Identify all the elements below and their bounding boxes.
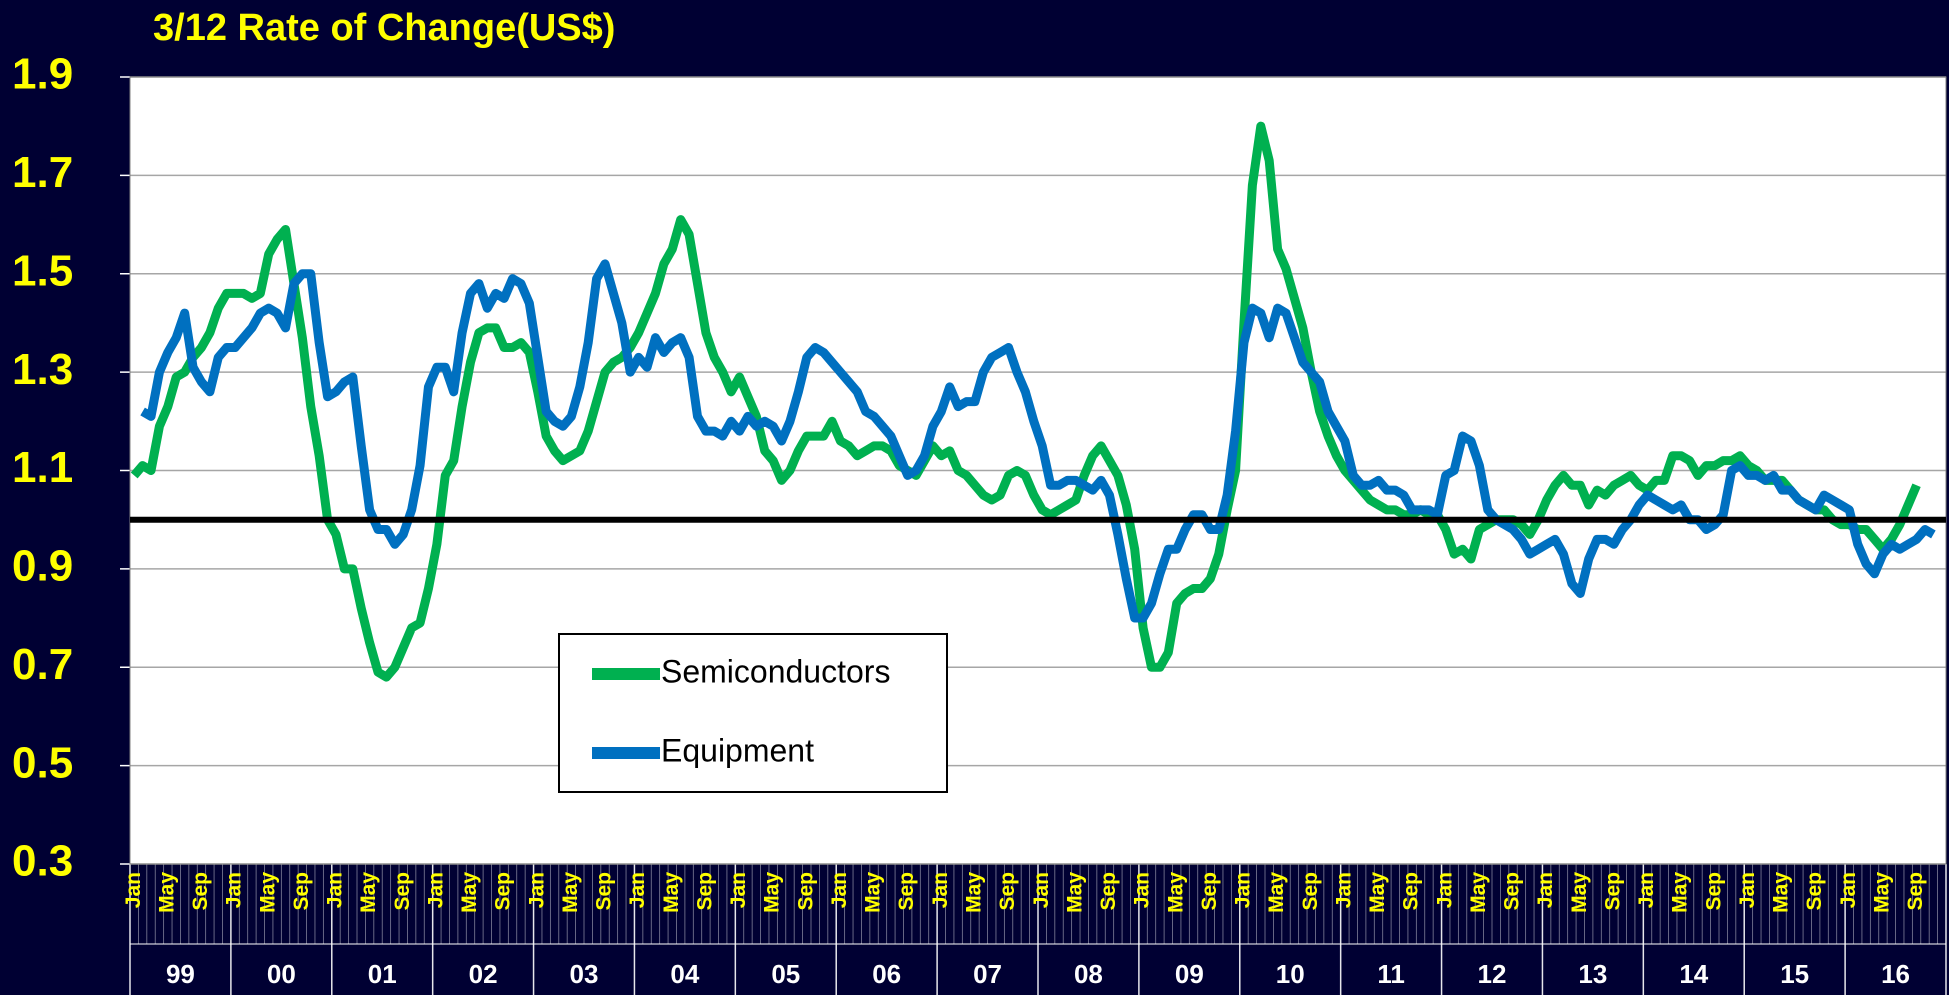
x-tick-label: Jan	[1131, 872, 1154, 908]
x-tick-label: May	[458, 872, 481, 913]
year-label: 09	[1175, 959, 1204, 989]
x-tick-label: May	[660, 872, 683, 913]
y-tick-label: 1.3	[12, 345, 73, 394]
year-label: 15	[1780, 959, 1809, 989]
year-label: 12	[1478, 959, 1507, 989]
x-tick-label: Sep	[693, 872, 716, 911]
plot-border	[129, 76, 1947, 865]
x-tick-label: Jan	[1635, 872, 1658, 908]
x-tick-label: Jan	[727, 872, 750, 908]
x-tick-label: Sep	[996, 872, 1019, 911]
year-label: 13	[1578, 959, 1607, 989]
x-tick-label: Sep	[794, 872, 817, 911]
x-tick-label: May	[1568, 872, 1591, 913]
x-tick-label: Jan	[828, 872, 851, 908]
legend-box	[558, 633, 948, 793]
year-label: 10	[1276, 959, 1305, 989]
x-tick-label: Sep	[1097, 872, 1120, 911]
x-tick-label: May	[256, 872, 279, 913]
y-tick-label: 0.7	[12, 640, 73, 689]
legend-label: Equipment	[661, 732, 814, 768]
x-tick-label: Sep	[895, 872, 918, 911]
x-tick-label: Jan	[1433, 872, 1456, 908]
x-tick-label: Sep	[1601, 872, 1624, 911]
year-label: 04	[670, 959, 699, 989]
x-tick-label: May	[155, 872, 178, 913]
year-label: 01	[368, 959, 397, 989]
x-tick-label: Jan	[1534, 872, 1557, 908]
x-tick-label: May	[1669, 872, 1692, 913]
x-tick-label: May	[357, 872, 380, 913]
y-tick-label: 0.5	[12, 738, 73, 787]
x-tick-label: Sep	[1904, 872, 1927, 911]
x-tick-label: Jan	[424, 872, 447, 908]
y-tick-label: 1.5	[12, 246, 73, 295]
x-tick-label: Sep	[492, 872, 515, 911]
x-tick-label: May	[1770, 872, 1793, 913]
year-label: 00	[267, 959, 296, 989]
x-tick-label: Sep	[593, 872, 616, 911]
x-tick-label: Jan	[122, 872, 145, 908]
x-tick-label: Sep	[1299, 872, 1322, 911]
x-tick-label: May	[1164, 872, 1187, 913]
year-label: 11	[1377, 959, 1405, 989]
x-tick-label: May	[761, 872, 784, 913]
year-label: 07	[973, 959, 1002, 989]
x-tick-label: Sep	[1501, 872, 1524, 911]
year-label: 14	[1679, 959, 1708, 989]
x-tick-label: Sep	[189, 872, 212, 911]
y-tick-label: 1.7	[12, 148, 73, 197]
x-tick-label: Sep	[290, 872, 313, 911]
x-tick-label: Jan	[1030, 872, 1053, 908]
x-tick-label: Jan	[525, 872, 548, 908]
x-tick-label: Jan	[929, 872, 952, 908]
x-tick-label: May	[1870, 872, 1893, 913]
year-label: 05	[771, 959, 800, 989]
year-label: 03	[570, 959, 599, 989]
x-tick-label: Sep	[1400, 872, 1423, 911]
x-tick-label: May	[862, 872, 885, 913]
y-tick-label: 0.9	[12, 542, 73, 591]
x-tick-label: Sep	[1803, 872, 1826, 911]
year-label: 16	[1881, 959, 1910, 989]
y-tick-label: 1.9	[12, 50, 73, 99]
x-tick-label: Sep	[1702, 872, 1725, 911]
x-tick-label: May	[1265, 872, 1288, 913]
x-tick-label: May	[962, 872, 985, 913]
series-line	[140, 259, 1936, 623]
year-label: 08	[1074, 959, 1103, 989]
x-tick-label: Jan	[1837, 872, 1860, 908]
y-tick-label: 1.1	[12, 443, 73, 492]
x-tick-label: Jan	[1332, 872, 1355, 908]
legend-label: Semiconductors	[661, 653, 890, 689]
x-tick-label: Jan	[324, 872, 347, 908]
series-line	[130, 121, 1921, 682]
y-tick-label: 0.3	[12, 837, 73, 886]
x-tick-label: May	[1366, 872, 1389, 913]
x-tick-label: Jan	[626, 872, 649, 908]
x-tick-label: Sep	[391, 872, 414, 911]
year-label: 06	[872, 959, 901, 989]
x-tick-label: Jan	[1736, 872, 1759, 908]
x-tick-label: May	[1467, 872, 1490, 913]
x-tick-label: Jan	[1232, 872, 1255, 908]
x-tick-label: May	[1063, 872, 1086, 913]
x-tick-label: Sep	[1198, 872, 1221, 911]
x-tick-label: Jan	[223, 872, 246, 908]
year-label: 99	[166, 959, 195, 989]
year-label: 02	[469, 959, 498, 989]
chart-title: 3/12 Rate of Change(US$)	[153, 7, 615, 49]
x-tick-label: May	[559, 872, 582, 913]
